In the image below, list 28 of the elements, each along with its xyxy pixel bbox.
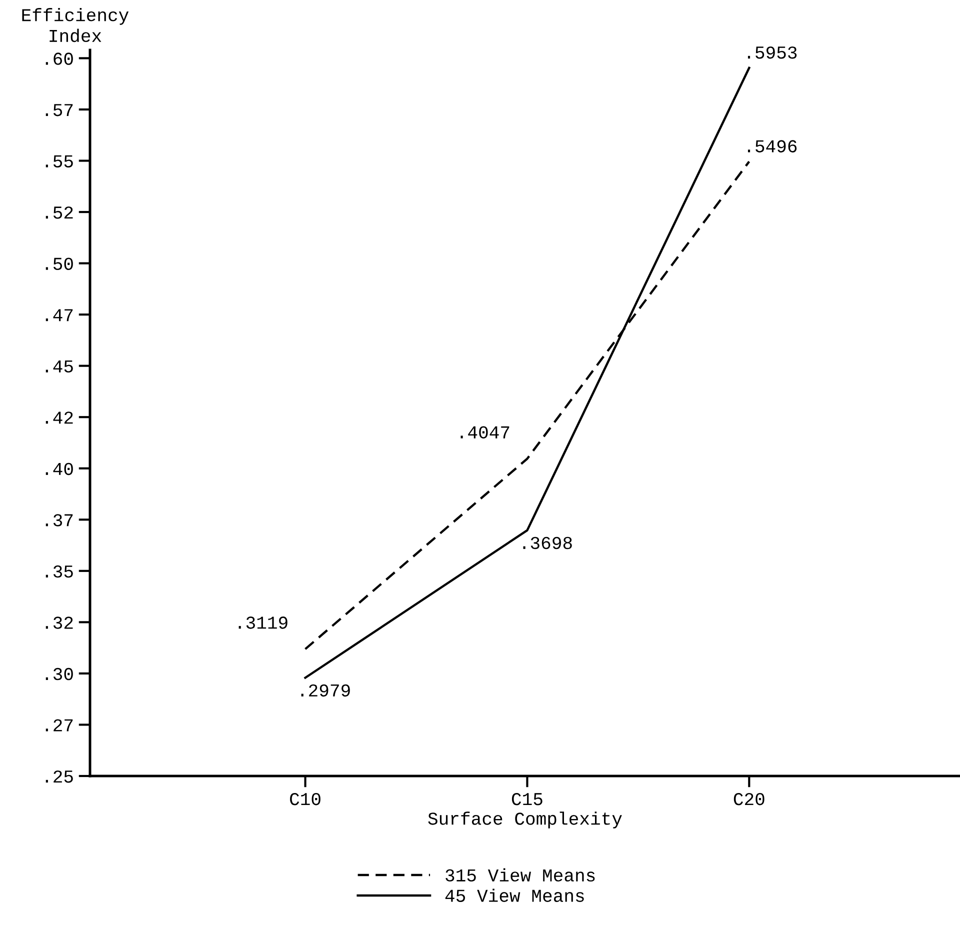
y-tick-label: .45 bbox=[46, 360, 73, 373]
y-tick-label: .27 bbox=[46, 719, 73, 732]
x-tick-label: C10 bbox=[290, 792, 320, 806]
y-tick-label: .42 bbox=[46, 412, 73, 424]
y-tick-label: .55 bbox=[46, 155, 73, 168]
data-label: .3698 bbox=[523, 536, 572, 550]
y-tick-label: .40 bbox=[46, 462, 73, 476]
y-tick-label: .50 bbox=[46, 258, 73, 270]
data-label: .5496 bbox=[748, 140, 797, 152]
y-tick-label: .60 bbox=[46, 52, 73, 65]
x-tick-label: C15 bbox=[512, 792, 542, 806]
legend-label: 315 View Means bbox=[446, 868, 595, 882]
data-label: .4047 bbox=[460, 426, 510, 438]
data-label: .5953 bbox=[748, 46, 797, 59]
x-axis-title: Surface Complexity bbox=[428, 812, 622, 828]
x-tick-label: C20 bbox=[734, 792, 764, 806]
y-tick-label: .25 bbox=[46, 770, 73, 783]
y-tick-label: .57 bbox=[46, 104, 73, 116]
y-tick-label: .30 bbox=[46, 668, 73, 680]
y-tick-label: .47 bbox=[46, 309, 73, 322]
data-label: .2979 bbox=[301, 684, 350, 697]
y-tick-label: .52 bbox=[46, 206, 73, 219]
legend-label: 45 View Means bbox=[445, 888, 584, 902]
y-tick-label: .37 bbox=[46, 514, 73, 526]
y-tick-label: .32 bbox=[46, 616, 73, 629]
data-label: .3119 bbox=[238, 616, 288, 629]
y-axis-title: Efficiency Index bbox=[22, 8, 129, 42]
y-tick-label: .35 bbox=[46, 565, 73, 578]
